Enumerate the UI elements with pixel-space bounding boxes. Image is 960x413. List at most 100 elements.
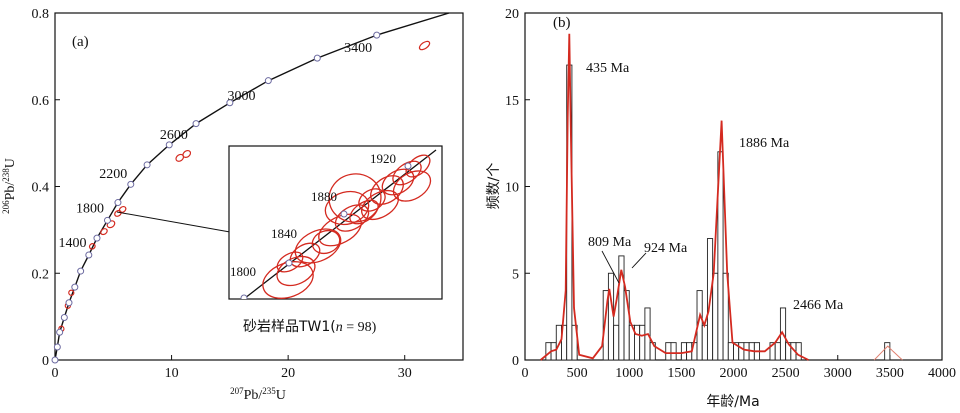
- histogram-bar: [634, 324, 641, 361]
- concordia-age-labels: 1400 1800 2200 2600 3000 3400: [58, 41, 372, 251]
- peak-leader-809: [601, 250, 620, 284]
- histogram-bar: [774, 342, 781, 361]
- histogram-x-tick-label: 500: [567, 366, 588, 381]
- inset-ellipse: [262, 261, 314, 299]
- concordia-y-tick-label: 0.8: [32, 7, 50, 22]
- inset-age-marker: [240, 294, 248, 299]
- concordia-age-label: 3000: [228, 89, 256, 104]
- concordia-age-marker: [373, 31, 381, 39]
- concordia-y-tick-label: 0.2: [32, 267, 50, 282]
- inset-age-label-1880: 1880: [311, 189, 337, 204]
- histogram-x-tick-label: 2500: [772, 366, 800, 381]
- concordia-y-axis-label: 206Pb/238U: [1, 158, 18, 214]
- concordia-age-marker: [77, 267, 85, 275]
- inset-ellipse: [294, 228, 342, 264]
- concordia-y-ticks: 0 0.2 0.4 0.6 0.8: [32, 7, 60, 369]
- concordia-age-label: 2600: [160, 128, 188, 143]
- inset-ellipse: [370, 175, 404, 205]
- concordia-ellipse: [182, 149, 192, 158]
- histogram-y-tick-label: 20: [505, 7, 519, 22]
- histogram-panel-label: (b): [553, 15, 571, 31]
- concordia-y-tick-label: 0.4: [32, 181, 50, 196]
- inset-age-markers: [240, 162, 412, 299]
- inset-ellipse: [358, 188, 386, 212]
- histogram-bars: [545, 64, 891, 361]
- histogram-bar: [884, 342, 891, 361]
- histogram-y-ticks: 0 5 10 15 20: [505, 7, 530, 369]
- inset-ellipse: [381, 168, 415, 196]
- concordia-x-tick-label: 20: [281, 366, 295, 381]
- peak-label-435: 435 Ma: [586, 61, 630, 76]
- histogram-x-axis-label: 年龄/Ma: [706, 394, 759, 410]
- peak-label-809: 809 Ma: [588, 235, 632, 250]
- concordia-age-marker: [313, 54, 321, 62]
- histogram-x-tick-label: 0: [522, 366, 529, 381]
- concordia-age-label: 2200: [99, 167, 127, 182]
- peak-label-924: 924 Ma: [644, 241, 688, 256]
- concordia-panel-label: (a): [72, 34, 89, 50]
- histogram-x-tick-label: 3000: [824, 366, 852, 381]
- concordia-ellipse: [88, 243, 96, 250]
- concordia-ellipse: [68, 289, 75, 296]
- inset-ellipse: [361, 189, 399, 221]
- concordia-age-marker: [71, 283, 79, 291]
- histogram-bar: [670, 342, 677, 361]
- histogram-panel: (b) 0 5 10 15 20 0 500 1000 1500 2000 2500 3000 350…: [486, 7, 956, 410]
- histogram-bar: [722, 272, 729, 361]
- peak-leader-924: [631, 252, 647, 269]
- concordia-age-label: 1800: [76, 202, 104, 217]
- concordia-panel: (a) 0 0.2 0.4 0.6 0.8 0 10 20 30 206Pb/238U 207…: [1, 7, 464, 403]
- histogram-bar: [639, 324, 646, 361]
- histogram-x-ticks: 0 500 1000 1500 2000 2500 3000 3500 4000: [522, 355, 956, 381]
- inset-age-label-1840: 1840: [271, 226, 297, 241]
- concordia-age-marker: [127, 180, 135, 188]
- concordia-age-marker: [85, 251, 93, 259]
- inset-ellipse: [328, 173, 382, 223]
- histogram-x-tick-label: 3500: [876, 366, 904, 381]
- concordia-age-marker: [53, 343, 61, 351]
- histogram-y-tick-label: 0: [512, 354, 519, 369]
- concordia-inset: 1800 1840 1880 1920 砂岩样品TW1(n = 98): [228, 145, 443, 335]
- concordia-ellipse: [100, 228, 108, 236]
- concordia-y-tick-label: 0.6: [32, 94, 50, 109]
- histogram-bar: [712, 272, 719, 361]
- histogram-bar: [613, 324, 620, 361]
- concordia-age-marker: [192, 120, 200, 128]
- inset-ellipse: [276, 251, 304, 273]
- histogram-x-tick-label: 4000: [928, 366, 956, 381]
- histogram-bar: [701, 324, 708, 361]
- histogram-bar: [727, 342, 734, 361]
- histogram-x-tick-label: 1000: [615, 366, 643, 381]
- inset-ellipse: [311, 229, 341, 255]
- histogram-y-axis-label: 频数/个: [486, 163, 502, 210]
- histogram-bar: [738, 342, 745, 361]
- inset-ellipse: [392, 170, 432, 202]
- inset-ellipse: [405, 154, 431, 178]
- concordia-ellipse: [114, 209, 122, 217]
- inset-age-marker: [285, 259, 293, 267]
- concordia-age-marker: [264, 77, 272, 85]
- concordia-age-marker: [65, 299, 73, 307]
- histogram-y-tick-label: 5: [512, 267, 519, 282]
- kde-curve-minor: [873, 345, 903, 361]
- peak-label-1886: 1886 Ma: [739, 136, 790, 151]
- concordia-age-label: 3400: [344, 41, 372, 56]
- concordia-x-tick-label: 10: [165, 366, 179, 381]
- inset-age-label-1800: 1800: [230, 264, 256, 279]
- inset-ellipses: [262, 154, 432, 299]
- concordia-age-marker: [114, 199, 122, 207]
- histogram-y-tick-label: 10: [505, 181, 519, 196]
- concordia-age-marker: [56, 328, 64, 336]
- concordia-age-marker: [226, 99, 234, 107]
- histogram-y-tick-label: 15: [505, 94, 519, 109]
- concordia-age-marker: [103, 216, 111, 224]
- concordia-x-axis-label: 207Pb/235U: [230, 386, 286, 403]
- concordia-x-tick-label: 30: [398, 366, 412, 381]
- concordia-ellipses: [58, 40, 431, 332]
- histogram-bar: [680, 342, 688, 361]
- concordia-y-tick-label: 0: [42, 354, 49, 369]
- histogram-x-tick-label: 1500: [667, 366, 695, 381]
- concordia-age-marker: [60, 313, 68, 321]
- inset-sample-caption: 砂岩样品TW1(n = 98): [243, 319, 377, 335]
